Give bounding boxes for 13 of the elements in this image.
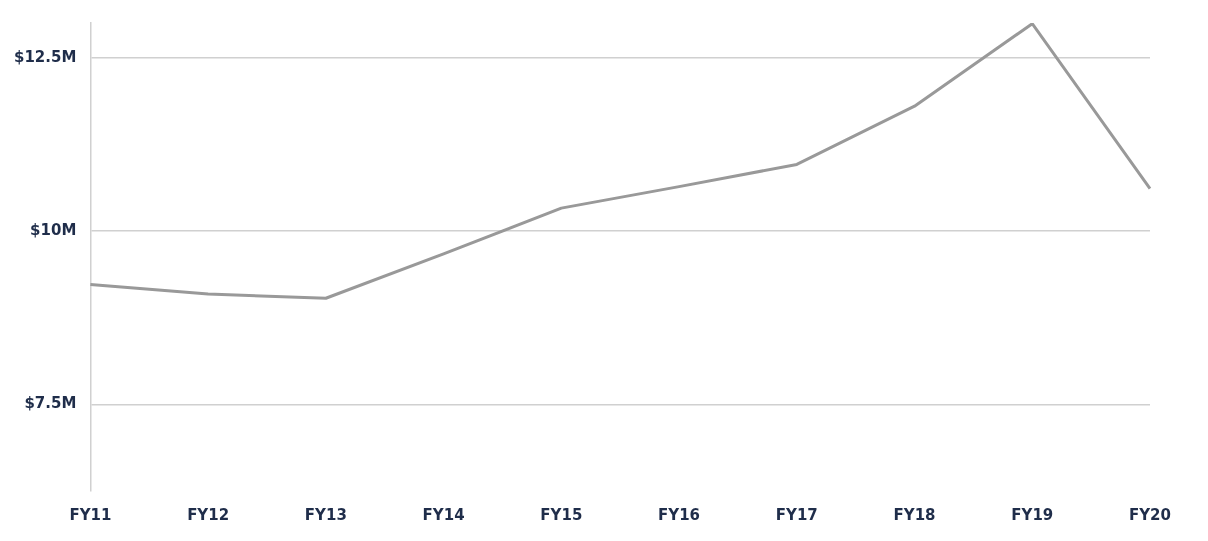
x-tick-label: FY19 [1011, 505, 1054, 524]
x-tick-label: FY16 [658, 505, 701, 524]
x-tick-label: FY14 [422, 505, 465, 524]
x-tick-label: FY17 [775, 505, 818, 524]
y-tick-label: $12.5M [14, 47, 77, 66]
y-tick-label: $10M [30, 220, 77, 239]
x-tick-label: FY11 [69, 505, 112, 524]
x-tick-label: FY18 [893, 505, 936, 524]
x-tick-label: FY15 [540, 505, 583, 524]
x-tick-label: FY13 [304, 505, 347, 524]
x-tick-label: FY20 [1129, 505, 1171, 524]
y-tick-label: $7.5M [24, 394, 77, 413]
x-tick-label: FY12 [187, 505, 230, 524]
